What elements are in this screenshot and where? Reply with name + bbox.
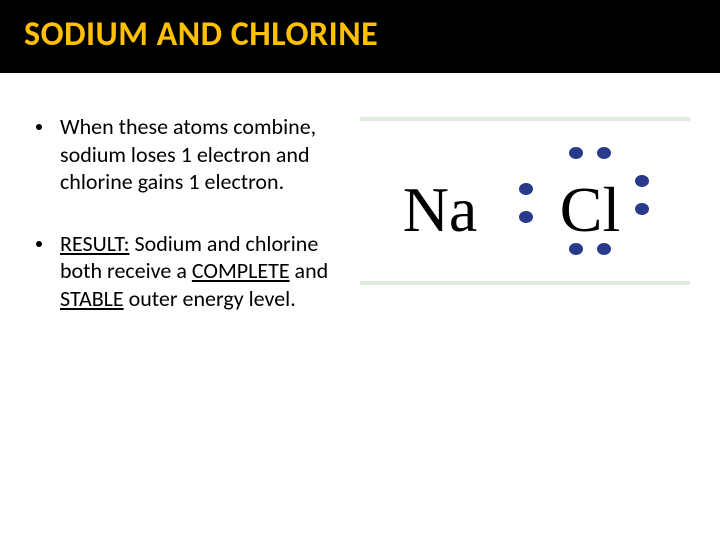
svg-text:Cl: Cl — [560, 174, 620, 245]
lewis-svg: Na Cl — [360, 121, 690, 281]
content-area: When these atoms combine, sodium loses 1… — [0, 73, 720, 346]
bullet-item: When these atoms combine, sodium loses 1… — [30, 113, 342, 196]
underline-text: STABLE — [60, 285, 124, 312]
bullet-text: RESULT: Sodium and chlorine both receive… — [60, 230, 342, 313]
diagram-column: Na Cl — [360, 113, 690, 346]
slide-title: SODIUM AND CHLORINE — [24, 14, 696, 55]
bullet-item: RESULT: Sodium and chlorine both receive… — [30, 230, 342, 313]
bullet-dot-icon — [36, 241, 42, 247]
lewis-diagram: Na Cl — [360, 117, 690, 285]
bullet-dot-icon — [36, 124, 42, 130]
text-column: When these atoms combine, sodium loses 1… — [30, 113, 360, 346]
bullet-text: When these atoms combine, sodium loses 1… — [60, 113, 342, 196]
title-bar: SODIUM AND CHLORINE — [0, 0, 720, 73]
underline-text: COMPLETE — [192, 257, 290, 284]
text-span: outer energy level. — [124, 285, 296, 312]
text-span: and — [290, 257, 329, 284]
underline-text: RESULT: — [60, 230, 130, 257]
svg-text:Na: Na — [403, 174, 478, 245]
